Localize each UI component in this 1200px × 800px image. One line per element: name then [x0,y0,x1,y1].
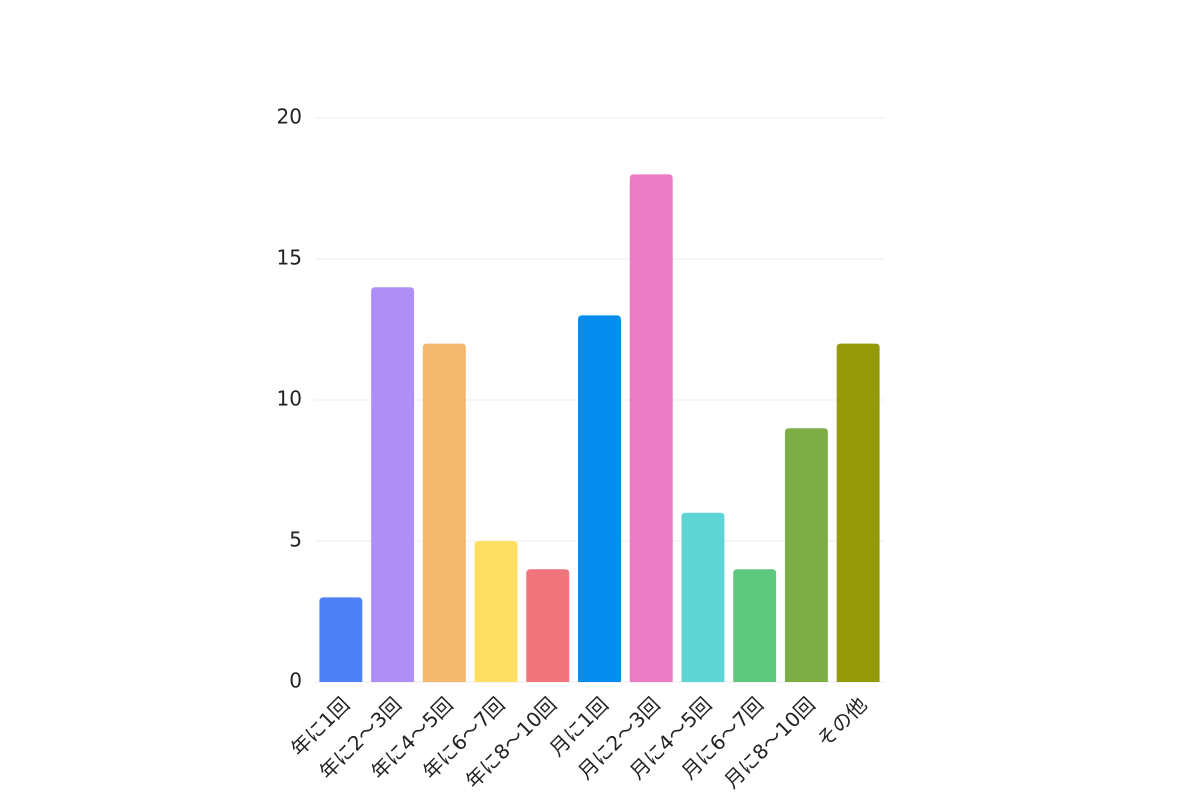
bar [371,287,415,682]
bar [629,174,673,682]
y-tick-label: 10 [277,387,302,411]
bar [474,541,518,682]
x-tick-label: その他 [812,692,871,751]
bar [422,343,466,682]
bar [578,315,621,682]
bar [526,569,570,682]
y-tick-label: 0 [289,669,302,693]
y-tick-label: 15 [277,246,302,270]
y-tick-label: 5 [289,528,302,552]
bar [784,428,828,682]
bar [319,597,363,682]
bar [836,343,880,682]
bar [733,569,777,682]
y-tick-label: 20 [277,105,302,129]
bar [681,512,725,682]
